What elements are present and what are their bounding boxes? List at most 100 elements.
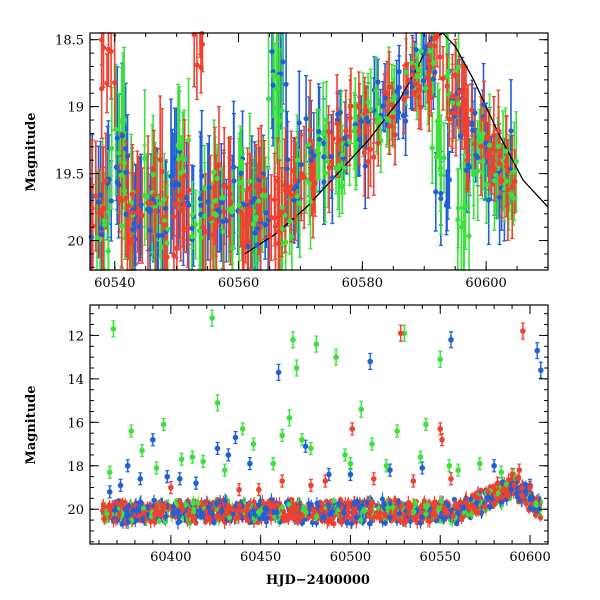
top-data-point <box>197 196 203 202</box>
top-data-point <box>105 209 112 215</box>
top-data-point <box>199 41 206 47</box>
top-data-point <box>284 157 291 163</box>
top-data-point <box>320 140 327 146</box>
top-data-point <box>294 193 300 200</box>
top-data-point <box>322 170 328 176</box>
bottom-data-point <box>309 519 316 526</box>
top-data-point <box>123 146 129 152</box>
top-data-point <box>231 164 237 170</box>
top-data-point <box>400 112 406 119</box>
top-data-point <box>268 215 274 221</box>
top-data-point <box>426 88 432 94</box>
top-data-point <box>182 173 188 179</box>
top-data-point <box>410 64 416 70</box>
top-data-point <box>118 172 124 178</box>
bottom-data-point <box>348 520 354 527</box>
top-data-point <box>212 183 218 189</box>
top-data-point <box>289 234 295 240</box>
top-data-point <box>253 183 259 189</box>
top-data-point <box>308 149 314 155</box>
top-data-point <box>213 223 220 230</box>
top-data-point <box>114 135 120 141</box>
bottom-data-point <box>151 497 157 503</box>
bottom-data-point <box>345 512 351 518</box>
top-data-point <box>89 205 95 211</box>
top-data-point <box>236 180 243 186</box>
top-data-point <box>211 169 217 175</box>
top-data-point <box>430 76 436 82</box>
top-data-point <box>391 94 397 100</box>
top-data-point <box>101 218 107 224</box>
top-data-point <box>200 224 206 231</box>
top-data-point <box>205 199 211 205</box>
top-data-point <box>270 72 276 78</box>
top-data-point <box>275 74 281 80</box>
top-data-point <box>149 201 155 207</box>
top-data-point <box>478 143 484 149</box>
top-data-point <box>356 137 363 143</box>
top-ticks: 60540 60560 60580 60600 18.5 19 19.5 20 <box>55 33 549 291</box>
top-data-point <box>95 199 102 205</box>
top-data-point <box>347 139 353 145</box>
top-data-point <box>263 210 269 216</box>
top-data-point <box>201 185 208 191</box>
top-data-point <box>403 61 409 68</box>
top-data-point <box>283 239 289 245</box>
top-data-point <box>247 178 253 184</box>
top-data-point <box>445 168 451 174</box>
top-data-point <box>496 143 502 149</box>
top-data-point <box>127 241 133 247</box>
top-data-point <box>412 81 419 87</box>
top-data-point <box>431 60 437 66</box>
top-data-point <box>389 101 395 108</box>
bottom-data-point <box>344 520 350 526</box>
top-data-point <box>251 195 258 202</box>
top-data-point <box>480 101 487 108</box>
top-data-point <box>426 58 432 64</box>
top-data-point <box>254 242 260 248</box>
top-data-point <box>276 212 283 218</box>
top-data-point <box>93 193 99 199</box>
top-data-point <box>394 88 400 95</box>
top-data-point <box>130 209 136 216</box>
top-data-point <box>422 85 429 91</box>
top-data-point <box>342 134 348 141</box>
top-data-point <box>164 240 170 246</box>
top-data-point <box>180 168 186 174</box>
top-data-point <box>386 117 392 123</box>
top-data-point <box>185 137 192 143</box>
top-data-point <box>438 195 444 202</box>
top-data-point <box>427 63 433 70</box>
top-data-point <box>496 194 503 201</box>
bottom-data-point <box>401 512 407 518</box>
bottom-data-point <box>138 499 144 505</box>
bottom-data-point <box>307 502 314 508</box>
bottom-data-point <box>331 521 337 527</box>
top-data-point <box>240 239 246 245</box>
top-data-point <box>455 217 461 223</box>
top-data-point <box>403 118 409 124</box>
top-data-point <box>415 73 421 79</box>
top-data-point <box>236 202 242 208</box>
top-data-point <box>283 81 289 87</box>
top-data-point <box>135 210 141 216</box>
top-data-point <box>292 213 299 219</box>
top-data-point <box>352 125 358 131</box>
top-data-point <box>456 101 462 107</box>
top-ytick-label: 19.5 <box>55 168 84 183</box>
top-data-point <box>326 164 332 170</box>
top-data-point <box>293 184 299 190</box>
bottom-data-point <box>345 505 351 512</box>
top-data-point <box>373 87 379 94</box>
top-data-point <box>436 127 442 133</box>
top-data-point <box>472 141 478 147</box>
top-data-point <box>449 94 456 100</box>
bottom-data-point <box>211 519 217 526</box>
bottom-data-point <box>366 521 373 527</box>
top-data-point <box>231 178 237 184</box>
top-data-point <box>415 86 422 92</box>
top-data-point <box>138 201 144 208</box>
top-data-point <box>427 68 433 75</box>
bottom-data-point <box>441 516 447 522</box>
top-data-point <box>396 84 402 91</box>
